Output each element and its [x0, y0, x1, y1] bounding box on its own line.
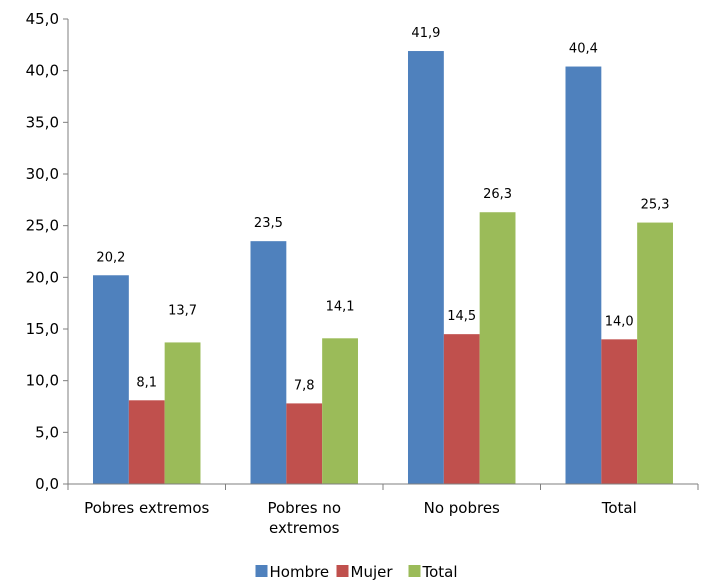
legend-label: Hombre — [270, 563, 330, 581]
bar-total — [637, 222, 673, 485]
data-label: 14,1 — [326, 299, 355, 314]
bar-mujer — [286, 403, 323, 484]
x-category-label-line: Total — [601, 499, 637, 517]
y-tick-label: 45,0 — [26, 10, 59, 28]
y-tick-label: 40,0 — [26, 62, 59, 80]
data-label: 41,9 — [411, 26, 440, 41]
legend: Hombre Mujer Total — [255, 563, 458, 581]
legend-swatch — [336, 565, 349, 577]
data-label: 7,8 — [294, 378, 315, 393]
x-category-label-line: extremos — [269, 519, 340, 537]
data-label: 40,4 — [569, 42, 598, 57]
bar-hombre — [407, 51, 444, 485]
data-label: 13,7 — [168, 303, 197, 318]
data-label: 23,5 — [254, 216, 283, 231]
bar-mujer — [601, 339, 638, 484]
x-category-label: Pobres no extremos — [267, 499, 341, 537]
bar-mujer — [443, 334, 480, 484]
y-tick-label: 25,0 — [26, 217, 59, 235]
bar-total — [164, 342, 201, 484]
x-category-label: Pobres extremos — [84, 499, 209, 517]
bar-mujer — [128, 400, 165, 484]
y-tick-label: 20,0 — [26, 268, 59, 286]
x-category-label-line: Pobres extremos — [84, 499, 209, 517]
data-label: 8,1 — [136, 375, 157, 390]
bar-total — [322, 338, 358, 484]
data-labels: 20,2 23,5 41,9 40,4 8,1 7,8 14,5 14,0 13,7 14,1 26… — [96, 26, 669, 393]
data-label: 14,0 — [605, 314, 634, 329]
data-label: 25,3 — [641, 198, 670, 213]
y-tick-label: 15,0 — [26, 320, 59, 338]
data-label: 26,3 — [483, 187, 512, 202]
x-axis-ticks — [67, 484, 699, 490]
data-label: 20,2 — [96, 250, 125, 265]
x-category-label: No pobres — [424, 499, 500, 517]
x-category-label-line: Pobres no — [267, 499, 341, 517]
legend-swatch — [255, 565, 268, 577]
bar-total — [479, 212, 516, 484]
bars — [92, 51, 673, 485]
y-axis-ticks: 0,0 5,0 10,0 15,0 20,0 25,0 30,0 35,0 40,0 45,0 — [26, 10, 68, 493]
legend-swatch — [408, 565, 421, 577]
x-axis-category-labels: Pobres extremos Pobres no extremos No pobre… — [84, 499, 637, 537]
legend-label: Mujer — [351, 563, 394, 581]
y-tick-label: 0,0 — [35, 475, 59, 493]
y-tick-label: 30,0 — [26, 165, 59, 183]
x-category-label: Total — [601, 499, 637, 517]
y-tick-label: 5,0 — [35, 423, 59, 441]
y-tick-label: 35,0 — [26, 113, 59, 131]
bar-hombre — [250, 241, 287, 484]
legend-label: Total — [422, 563, 458, 581]
bar-hombre — [565, 66, 602, 485]
x-category-label-line: No pobres — [424, 499, 500, 517]
data-label: 14,5 — [447, 309, 476, 324]
y-tick-label: 10,0 — [26, 372, 59, 390]
bar-hombre — [92, 275, 129, 484]
